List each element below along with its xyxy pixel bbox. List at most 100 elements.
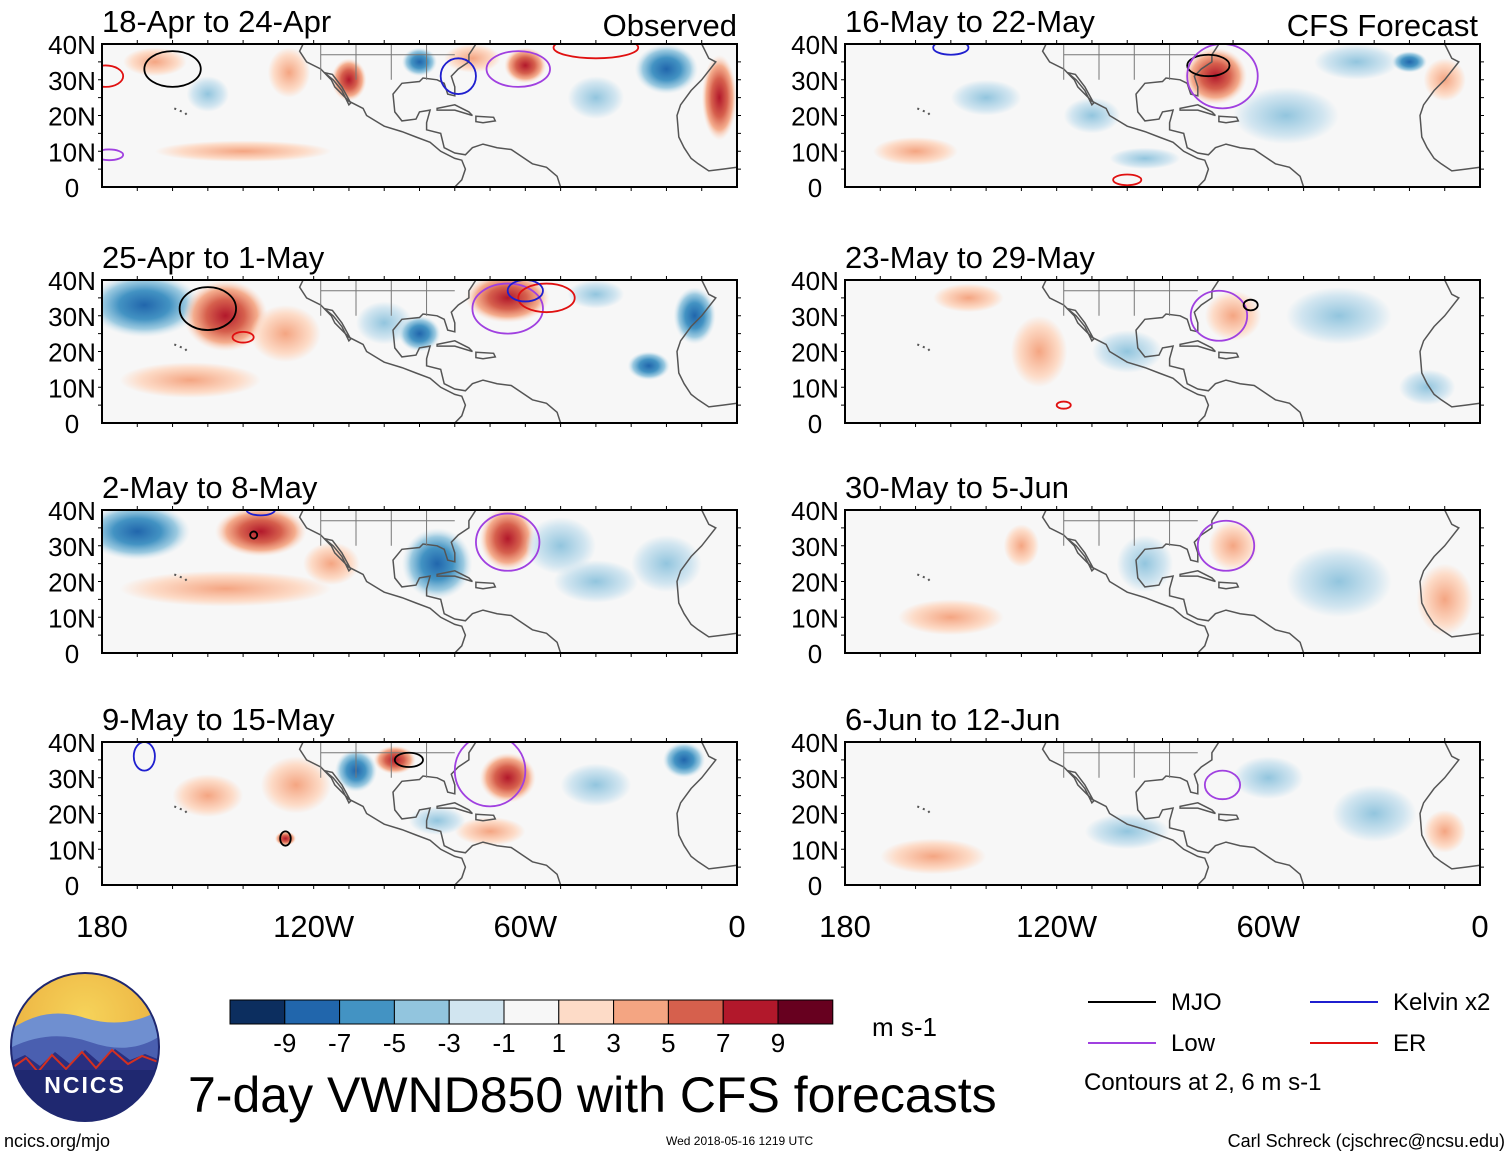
lat-label: 30N xyxy=(791,532,839,562)
coastline xyxy=(1179,802,1216,815)
contour xyxy=(1186,53,1231,78)
coastline xyxy=(1419,44,1480,172)
anomaly-field xyxy=(267,47,311,98)
coastline xyxy=(323,71,352,107)
panel-label: 9-May to 15-May xyxy=(102,702,335,737)
map-panel: 40N 30N 20N 10N 0 16-May to 22-May xyxy=(791,4,1484,203)
colorbar-swatch xyxy=(284,999,341,1025)
anomaly-field xyxy=(631,535,702,593)
contour xyxy=(132,742,156,772)
lat-label: 20N xyxy=(48,800,96,830)
anomaly-field xyxy=(553,560,639,603)
anomaly-field xyxy=(1010,315,1068,388)
coastline xyxy=(436,340,473,353)
coastline xyxy=(1419,280,1480,408)
lat-label: 40N xyxy=(791,266,839,296)
lat-label: 0 xyxy=(65,871,79,901)
anomaly-field xyxy=(119,362,261,398)
lat-label: 40N xyxy=(48,728,96,758)
site-url[interactable]: ncics.org/mjo xyxy=(4,1131,110,1151)
lon-label: 60W xyxy=(1236,909,1300,944)
anomaly-field xyxy=(701,54,737,141)
anomaly-field xyxy=(567,76,625,120)
colorbar-swatch xyxy=(613,999,669,1025)
contour xyxy=(231,330,255,344)
anomaly-field xyxy=(950,79,1022,116)
lat-label: 30N xyxy=(48,302,96,332)
colorbar-tick-label: -5 xyxy=(383,1028,406,1058)
colorbar-unit: m s-1 xyxy=(872,1012,937,1042)
lat-label: 0 xyxy=(65,173,79,203)
lat-label: 40N xyxy=(791,30,839,60)
anomaly-field xyxy=(880,838,987,875)
contour xyxy=(453,742,527,808)
coastline xyxy=(475,115,497,124)
coastline xyxy=(436,570,473,583)
anomaly-field xyxy=(401,527,473,600)
panel-label: 25-Apr to 1-May xyxy=(102,240,325,275)
coastline xyxy=(1179,340,1216,353)
lat-label: 10N xyxy=(48,137,96,167)
lon-label: 180 xyxy=(819,909,871,944)
colorbar-swatch xyxy=(393,999,450,1025)
colorbar-swatch xyxy=(777,999,834,1025)
contour xyxy=(552,44,640,60)
lat-label: 20N xyxy=(791,568,839,598)
contour xyxy=(102,64,125,88)
colorbar-tick-label: -9 xyxy=(273,1028,296,1058)
lat-label: 20N xyxy=(791,102,839,132)
anomaly-field xyxy=(454,817,526,846)
coastline xyxy=(676,742,737,870)
contour xyxy=(471,282,544,335)
anomaly-field xyxy=(1416,563,1473,636)
lat-label: 10N xyxy=(791,137,839,167)
anomaly-field xyxy=(186,76,229,112)
anomaly-field xyxy=(398,315,441,352)
map-panel: 40N 30N 20N 10N 0 18-Apr to 24-Apr xyxy=(48,4,741,203)
lat-label: 30N xyxy=(48,532,96,562)
colorbar-tick-label: 5 xyxy=(661,1028,675,1058)
colorbar-swatch xyxy=(448,999,505,1025)
map-panel: 40N 30N 20N 10N 0 6-Jun to 12-Jun xyxy=(791,702,1484,901)
anomaly-field xyxy=(897,599,1004,636)
colorbar-swatch xyxy=(722,999,779,1025)
anomaly-field xyxy=(1314,44,1399,80)
contour xyxy=(1242,298,1259,312)
anomaly-field xyxy=(250,305,321,363)
colorbar-tick-label: 3 xyxy=(606,1028,620,1058)
anomaly-field xyxy=(479,510,536,571)
lat-label: 30N xyxy=(48,764,96,794)
contour xyxy=(506,280,544,303)
legend-note: Contours at 2, 6 m s-1 xyxy=(1084,1069,1321,1096)
contour xyxy=(932,44,970,56)
coastline xyxy=(676,280,737,408)
contour xyxy=(1189,289,1249,342)
colorbar: -9 -7 -5 -3 -1 1 3 5 7 9 xyxy=(229,999,834,1058)
contour xyxy=(1196,519,1256,572)
anomaly-field xyxy=(560,763,632,807)
legend-label: ER xyxy=(1393,1030,1426,1057)
lat-label: 10N xyxy=(791,373,839,403)
contour xyxy=(102,148,125,162)
anomaly-field xyxy=(1084,813,1170,850)
colorbar-swatch xyxy=(229,999,286,1025)
coastline xyxy=(676,44,737,172)
legend-label: MJO xyxy=(1171,989,1222,1016)
anomaly-field xyxy=(567,280,625,309)
anomaly-field xyxy=(1233,756,1304,800)
contour xyxy=(475,512,541,572)
observed-label: Observed xyxy=(603,8,737,43)
lon-label: 120W xyxy=(273,909,355,944)
anomaly-field xyxy=(172,774,244,818)
coastline xyxy=(475,813,497,822)
lat-label: 30N xyxy=(48,66,96,96)
credit: Carl Schreck (cjschrec@ncsu.edu) xyxy=(1228,1131,1505,1151)
anomaly-field xyxy=(331,58,367,102)
map-panel: 40N 30N 20N 10N 0 9-May to 15-May xyxy=(48,702,741,901)
coastline xyxy=(1218,581,1240,590)
lat-label: 40N xyxy=(48,266,96,296)
lat-label: 40N xyxy=(48,30,96,60)
map-panel: 40N 30N 20N 10N 0 25-Apr to 1-May xyxy=(48,240,741,439)
contour xyxy=(393,751,424,768)
coastline xyxy=(1179,104,1216,117)
